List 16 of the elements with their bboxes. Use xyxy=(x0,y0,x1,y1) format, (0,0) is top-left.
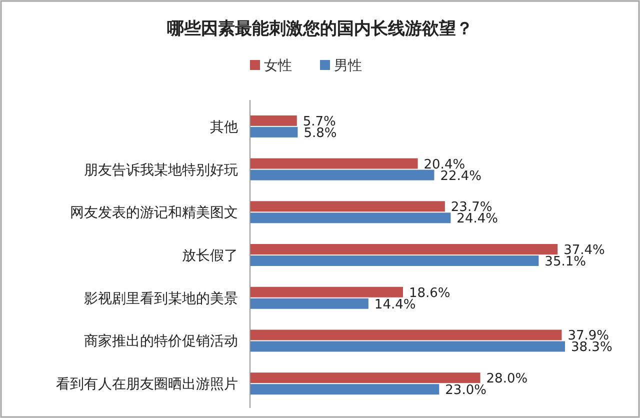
legend-label: 女性 xyxy=(264,58,292,74)
legend-label: 男性 xyxy=(334,58,362,74)
data-label: 23.0% xyxy=(445,383,486,398)
y-tick-label: 商家推出的特价促销活动 xyxy=(84,334,238,350)
y-tick-label: 影视剧里看到某地的美景 xyxy=(84,290,238,307)
y-tick-label: 看到有人在朋友圈晒出游照片 xyxy=(56,376,238,393)
data-label: 5.8% xyxy=(304,126,337,141)
data-label: 22.4% xyxy=(440,168,482,184)
data-label: 14.4% xyxy=(374,297,416,312)
y-tick-label: 其他 xyxy=(210,119,238,136)
data-label: 28.0% xyxy=(486,372,528,387)
y-tick-label: 朋友告诉我某地特别好玩 xyxy=(84,162,238,178)
data-label: 35.1% xyxy=(544,254,586,270)
chart-title: 哪些因素最能刺激您的国内长线游欲望？ xyxy=(167,19,473,39)
y-tick-label: 网友发表的游记和精美图文 xyxy=(70,205,238,222)
y-tick-label: 放长假了 xyxy=(182,248,238,264)
